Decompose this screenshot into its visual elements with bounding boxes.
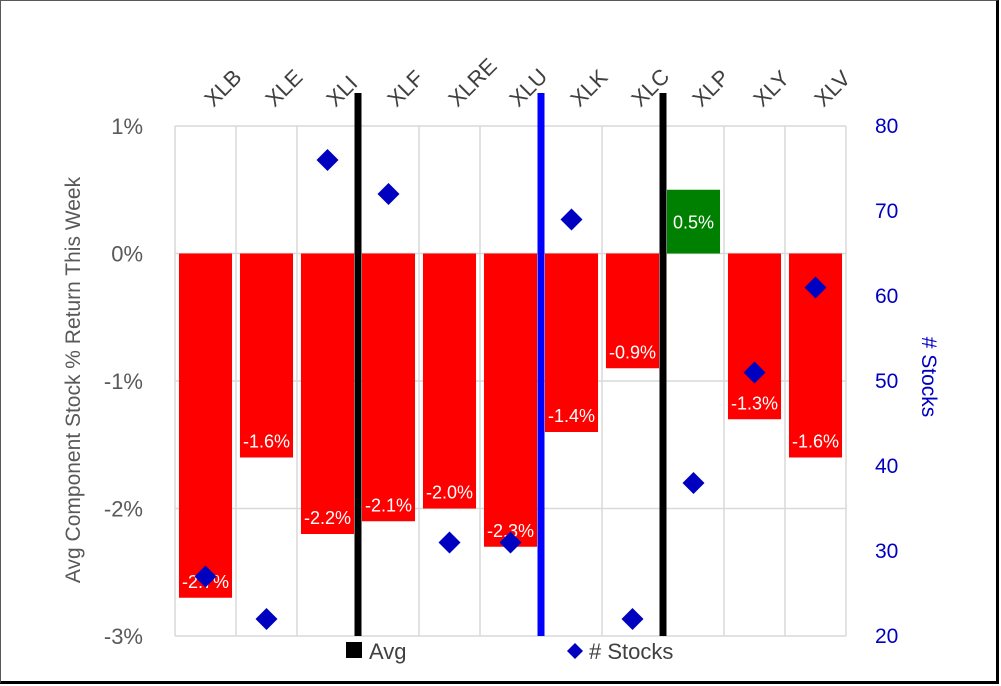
bar-xlu [483,253,538,547]
y2-axis-title: # Stocks [917,337,940,418]
stock-count-marker [499,531,522,554]
y-axis-title: Avg Component Stock % Return This Week [62,176,85,583]
y2-tick-label: 50 [875,370,898,393]
y2-tick-label: 80 [875,115,898,138]
stock-count-marker [804,276,827,299]
stock-count-marker [682,472,705,494]
x-tick-label: XLP [687,64,734,111]
x-tick-label: XLB [199,64,246,111]
y2-tick-label: 40 [875,455,898,478]
stock-count-marker [255,608,278,630]
bar-xlb [178,253,233,598]
data-label: -2.3% [487,521,534,541]
legend-avg-swatch [346,642,362,658]
stock-markers [194,149,827,630]
stock-count-marker [377,183,400,205]
bar-xlc [605,253,660,369]
avg-lines [354,93,667,636]
stock-count-marker [560,208,583,231]
legend: Avg # Stocks [346,639,673,664]
y2-tick-label: 20 [875,625,898,648]
y-tick-label: -2% [104,497,143,522]
data-label: -1.3% [731,393,778,413]
legend-avg-label: Avg [369,639,407,664]
bar-xlk [544,253,599,432]
x-tick-label: XLK [565,64,612,111]
bar-xle [239,253,294,458]
y-tick-label: -1% [104,369,143,394]
x-axis-ticks: XLB XLE XLI XLF XLRE XLU XLK XLC XLP XLY XLV [199,53,855,111]
y2-tick-label: 70 [875,200,898,223]
x-tick-label: XLY [748,65,794,111]
y2-tick-label: 30 [875,540,898,563]
stock-count-marker [743,361,766,384]
y-tick-label: -3% [104,624,143,649]
bar-xli [300,253,355,534]
bar-xlre [422,253,477,509]
y-axis-ticks: 1% 0% -1% -2% -3% [104,114,143,649]
data-label: -2.0% [426,483,473,503]
y-tick-label: 0% [111,242,143,267]
bar-xly [727,253,782,420]
bars [178,189,843,598]
x-tick-label: XLU [504,64,552,112]
data-labels: -2.7%-1.6%-2.2%-2.1%-2.0%-2.3%-1.4%-0.9%… [182,213,839,592]
data-label: -1.4% [548,406,595,426]
data-label: -1.6% [792,432,839,452]
bar-xlp [666,189,721,254]
data-label: -2.1% [365,495,412,515]
x-tick-label: XLV [809,65,855,111]
x-tick-label: XLE [260,64,307,111]
data-label: -1.6% [243,432,290,452]
x-tick-label: XLRE [443,53,501,111]
y2-tick-label: 60 [875,285,898,308]
x-tick-label: XLF [382,65,428,111]
y2-axis-ticks: 80 70 60 50 40 30 20 [875,115,898,648]
stock-count-marker [438,531,461,554]
data-label: -2.2% [304,508,351,528]
y-tick-label: 1% [111,114,143,139]
bar-xlf [361,253,416,522]
stock-count-marker [621,608,644,630]
data-label: 0.5% [673,213,714,233]
stock-count-marker [194,565,217,588]
stock-count-marker [316,149,339,171]
legend-stocks-marker [567,643,583,659]
data-label: -0.9% [609,342,656,362]
legend-stocks-label: # Stocks [589,639,673,664]
x-tick-label: XLC [626,64,674,112]
